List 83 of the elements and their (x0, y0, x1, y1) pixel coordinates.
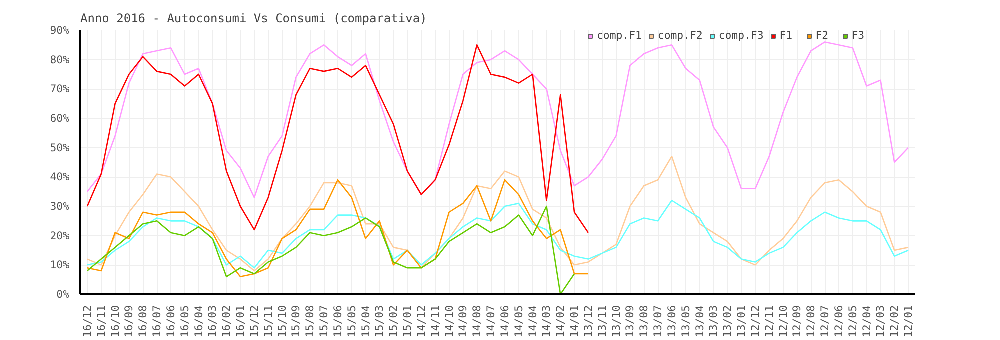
line-series (86, 206, 576, 294)
x-tick-label: 16/10 (108, 306, 122, 338)
legend-label: F2 (816, 29, 830, 42)
x-tick-label: 15/06 (331, 306, 344, 338)
line-series (86, 42, 910, 198)
line-series (86, 200, 910, 269)
x-tick-label: 16/04 (192, 306, 206, 338)
x-tick-label: 12/09 (790, 306, 804, 338)
y-tick-label: 40% (50, 170, 70, 184)
x-tick-label: 16/06 (164, 306, 178, 338)
x-tick-label: 16/01 (234, 306, 248, 338)
y-tick-label: 80% (50, 53, 70, 66)
legend-label: F3 (852, 29, 866, 42)
x-tick-label: 13/03 (707, 306, 720, 338)
x-tick-label: 13/12 (582, 306, 595, 338)
y-tick-label: 50% (50, 141, 70, 154)
x-tick-label: 16/02 (220, 306, 234, 338)
x-tick-label: 15/10 (276, 306, 289, 338)
x-tick-label: 12/01 (902, 306, 916, 338)
x-tick-label: 13/05 (679, 306, 692, 338)
y-tick-label: 20% (50, 229, 70, 242)
x-tick-label: 14/07 (484, 306, 498, 338)
y-tick-label: 60% (50, 112, 70, 125)
x-tick-label: 15/11 (262, 306, 275, 338)
x-tick-label: 14/06 (498, 306, 512, 338)
x-tick-label: 14/01 (568, 306, 582, 338)
line-series (86, 179, 590, 278)
y-tick-label: 70% (50, 82, 70, 96)
x-tick-label: 13/02 (721, 306, 734, 338)
x-tick-label: 14/03 (540, 306, 554, 338)
x-tick-label: 15/01 (401, 306, 414, 338)
y-tick-label: 90% (50, 24, 70, 37)
x-tick-label: 16/05 (178, 306, 192, 338)
x-tick-label: 12/12 (748, 306, 762, 338)
x-tick-label: 12/07 (818, 306, 832, 338)
x-tick-label: 12/10 (776, 306, 790, 338)
x-tick-label: 14/09 (456, 306, 470, 338)
x-tick-label: 14/10 (442, 306, 456, 338)
x-tick-label: 12/05 (846, 306, 860, 338)
chart-title: Anno 2016 - Autoconsumi Vs Consumi (comparativa) (80, 12, 428, 26)
x-tick-label: 14/12 (414, 306, 428, 338)
x-tick-label: 13/09 (624, 306, 637, 338)
x-tick-label: 13/04 (693, 306, 706, 338)
x-tick-label: 12/03 (874, 306, 888, 338)
x-tick-label: 16/07 (150, 306, 164, 338)
x-tick-label: 16/03 (206, 306, 220, 338)
x-tick-label: 12/04 (860, 306, 874, 338)
x-tick-label: 15/04 (359, 306, 372, 338)
x-tick-label: 14/11 (428, 306, 442, 338)
x-tick-label: 15/07 (318, 306, 331, 338)
y-tick-label: 30% (50, 200, 70, 213)
x-tick-label: 15/08 (304, 306, 317, 338)
x-tick-label: 12/11 (762, 306, 776, 338)
x-tick-label: 13/06 (665, 306, 678, 338)
legend-label: comp.F2 (658, 29, 703, 42)
x-tick-label: 13/11 (596, 306, 609, 338)
x-tick-label: 16/09 (122, 306, 136, 338)
x-tick-label: 13/10 (610, 306, 623, 338)
x-tick-label: 15/02 (387, 306, 400, 338)
x-tick-label: 15/03 (373, 306, 386, 338)
x-tick-label: 15/09 (290, 306, 303, 338)
legend-label: F1 (780, 29, 794, 42)
x-tick-label: 14/04 (526, 306, 540, 338)
line-series (86, 44, 590, 234)
line-series (86, 156, 910, 272)
x-tick-label: 16/12 (80, 306, 94, 338)
x-tick-label: 16/08 (136, 306, 150, 338)
x-tick-label: 16/11 (94, 306, 108, 338)
legend-label: comp.F3 (718, 29, 764, 42)
x-tick-label: 12/06 (832, 306, 846, 338)
x-tick-label: 14/02 (554, 306, 568, 338)
x-tick-label: 12/02 (888, 306, 902, 338)
x-tick-label: 15/12 (248, 306, 261, 338)
x-tick-label: 14/08 (470, 306, 484, 338)
x-tick-label: 13/08 (638, 306, 651, 338)
x-tick-label: 14/05 (512, 306, 526, 338)
x-tick-label: 12/08 (804, 306, 818, 338)
x-tick-label: 15/05 (345, 306, 358, 338)
legend-label: comp.F1 (597, 29, 642, 42)
x-tick-label: 13/07 (652, 306, 665, 338)
y-tick-label: 0% (56, 288, 70, 301)
y-tick-label: 10% (50, 258, 70, 272)
x-tick-label: 13/01 (735, 306, 748, 338)
